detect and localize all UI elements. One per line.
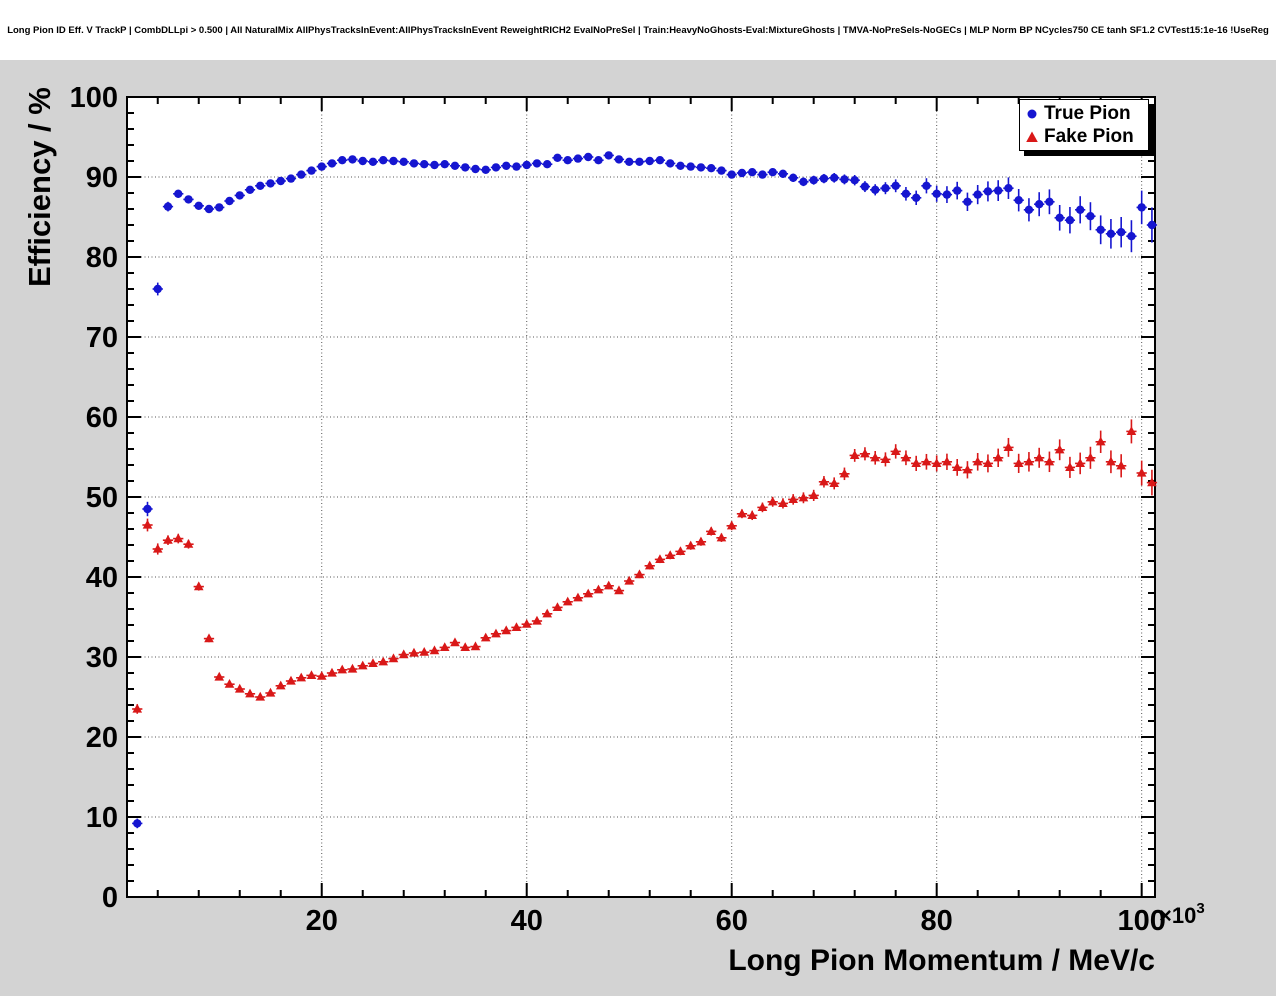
svg-text:50: 50 (86, 482, 118, 514)
svg-text:80: 80 (921, 905, 953, 937)
y-axis-title: Efficiency / % (22, 87, 57, 287)
markers-true-pion (133, 151, 1157, 828)
axis-ticks (127, 96, 1155, 898)
svg-text:40: 40 (86, 562, 118, 594)
legend-entry: True Pion (1020, 102, 1148, 125)
circle-marker-icon (1020, 107, 1044, 121)
svg-text:40: 40 (511, 905, 543, 937)
svg-text:20: 20 (86, 722, 118, 754)
svg-text:20: 20 (306, 905, 338, 937)
markers-fake-pion (132, 426, 1157, 713)
svg-text:70: 70 (86, 322, 118, 354)
plot-title: Long Pion ID Eff. V TrackP | CombDLLpi >… (7, 24, 1269, 36)
triangle-marker-icon (1020, 130, 1044, 144)
svg-text:80: 80 (86, 242, 118, 274)
legend-label: Fake Pion (1044, 125, 1134, 147)
plot-frame-bg (127, 97, 1155, 897)
legend-entry: Fake Pion (1020, 125, 1148, 148)
plot-title-bar: Long Pion ID Eff. V TrackP | CombDLLpi >… (0, 0, 1276, 60)
svg-text:10: 10 (86, 802, 118, 834)
x-axis-multiplier: ×103 (1159, 900, 1205, 928)
svg-text:0: 0 (102, 882, 118, 914)
svg-text:90: 90 (86, 162, 118, 194)
svg-text:100: 100 (1117, 905, 1165, 937)
svg-text:60: 60 (716, 905, 748, 937)
svg-text:30: 30 (86, 642, 118, 674)
svg-text:100: 100 (70, 82, 118, 114)
x-axis-title: Long Pion Momentum / MeV/c (728, 944, 1155, 977)
legend-label: True Pion (1044, 102, 1131, 124)
plot-frame-border (126, 96, 1156, 898)
legend: True Pion Fake Pion (1019, 99, 1149, 151)
svg-text:60: 60 (86, 402, 118, 434)
